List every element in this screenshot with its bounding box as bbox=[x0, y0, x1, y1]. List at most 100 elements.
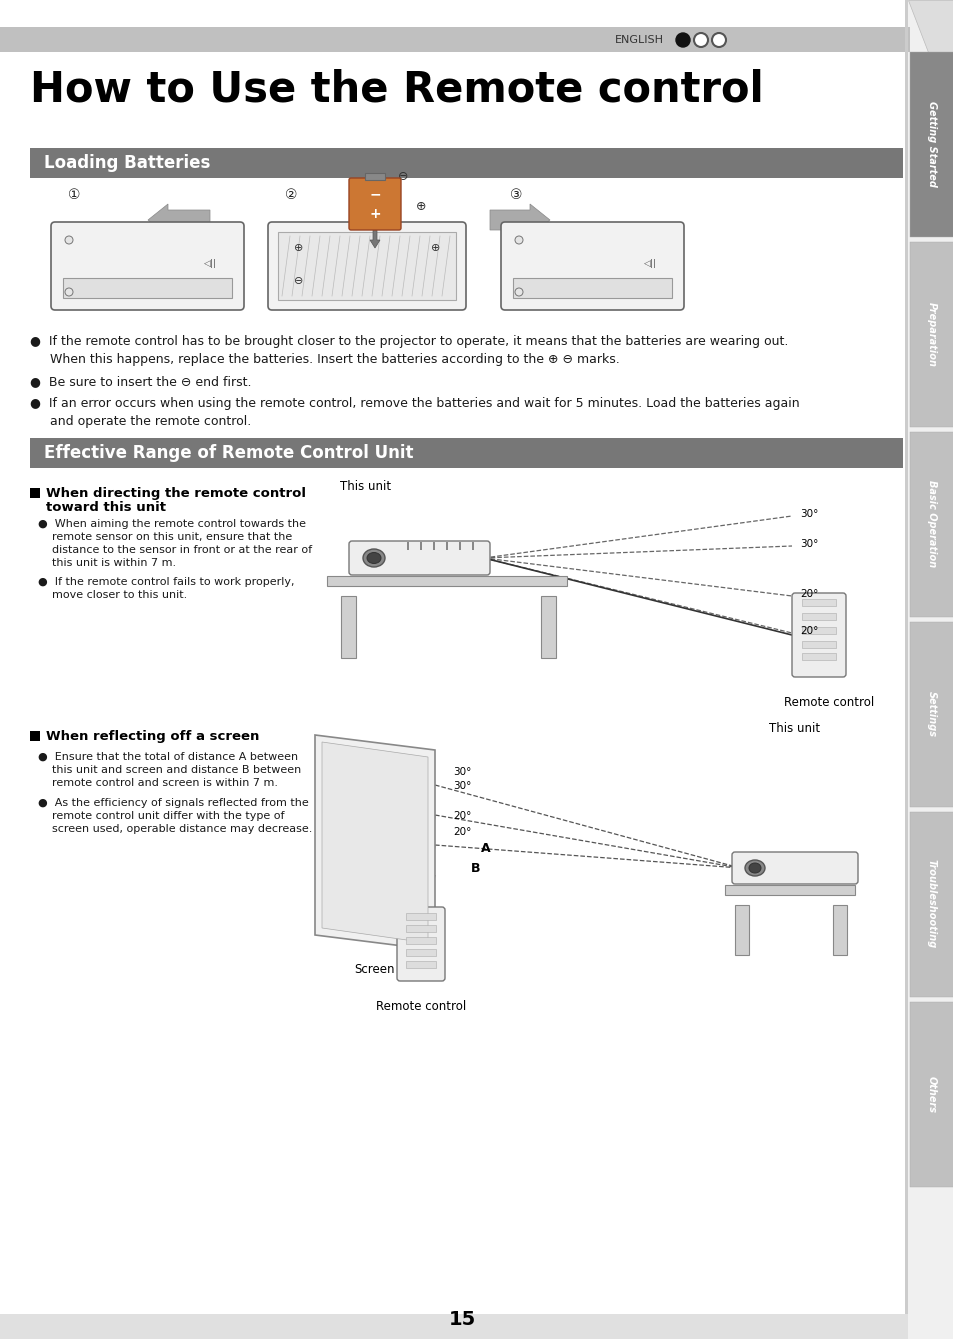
Line: 2 pts: 2 pts bbox=[421, 236, 430, 296]
Line: 2 pts: 2 pts bbox=[312, 236, 319, 296]
Circle shape bbox=[676, 33, 689, 47]
FancyBboxPatch shape bbox=[513, 279, 671, 299]
Point bbox=[424, 228, 436, 244]
Text: 30°: 30° bbox=[800, 540, 818, 549]
Point bbox=[316, 288, 328, 304]
Text: ②: ② bbox=[285, 187, 297, 202]
Text: ⊕: ⊕ bbox=[430, 242, 439, 253]
FancyBboxPatch shape bbox=[349, 541, 490, 574]
Bar bbox=[0, 1314, 907, 1339]
Text: screen used, operable distance may decrease.: screen used, operable distance may decre… bbox=[52, 823, 312, 834]
Bar bbox=[909, 432, 953, 617]
Bar bbox=[340, 596, 355, 657]
Text: Others: Others bbox=[926, 1075, 936, 1113]
Text: remote control and screen is within 7 m.: remote control and screen is within 7 m. bbox=[52, 778, 277, 787]
Point bbox=[286, 288, 297, 304]
Circle shape bbox=[711, 33, 725, 47]
Text: B: B bbox=[471, 861, 480, 874]
Point bbox=[344, 228, 355, 244]
Circle shape bbox=[65, 288, 73, 296]
Bar bbox=[724, 885, 854, 894]
Text: Troubleshooting: Troubleshooting bbox=[926, 860, 936, 948]
Line: 2 pts: 2 pts bbox=[352, 236, 359, 296]
Point bbox=[416, 288, 427, 304]
Ellipse shape bbox=[744, 860, 764, 876]
Bar bbox=[407, 542, 409, 550]
Text: ●  Be sure to insert the ⊖ end first.: ● Be sure to insert the ⊖ end first. bbox=[30, 375, 252, 388]
Point bbox=[375, 288, 387, 304]
Bar bbox=[406, 925, 436, 932]
Text: +: + bbox=[369, 208, 380, 221]
Bar bbox=[801, 653, 835, 660]
Circle shape bbox=[693, 33, 707, 47]
Point bbox=[434, 228, 445, 244]
Point bbox=[304, 228, 315, 244]
Circle shape bbox=[515, 236, 522, 244]
Line: 2 pts: 2 pts bbox=[322, 236, 330, 296]
Text: ●  Ensure that the total of distance A between: ● Ensure that the total of distance A be… bbox=[38, 753, 297, 762]
Circle shape bbox=[65, 236, 73, 244]
Text: this unit is within 7 m.: this unit is within 7 m. bbox=[52, 558, 176, 568]
Point bbox=[366, 288, 377, 304]
Text: ●  When aiming the remote control towards the: ● When aiming the remote control towards… bbox=[38, 520, 306, 529]
Point bbox=[335, 288, 347, 304]
Ellipse shape bbox=[748, 864, 760, 873]
Text: 20°: 20° bbox=[453, 828, 471, 837]
Point bbox=[444, 228, 456, 244]
Text: ⊖: ⊖ bbox=[397, 170, 408, 182]
Text: ●  If the remote control has to be brought closer to the projector to operate, i: ● If the remote control has to be brough… bbox=[30, 335, 787, 348]
Text: This unit: This unit bbox=[339, 479, 391, 493]
Bar bbox=[801, 641, 835, 648]
Text: this unit and screen and distance B between: this unit and screen and distance B betw… bbox=[52, 765, 301, 775]
Text: ENGLISH: ENGLISH bbox=[615, 35, 663, 46]
Text: and operate the remote control.: and operate the remote control. bbox=[42, 415, 251, 428]
Point bbox=[334, 228, 345, 244]
Text: ⊕: ⊕ bbox=[294, 242, 303, 253]
FancyBboxPatch shape bbox=[63, 279, 232, 299]
Text: 15: 15 bbox=[448, 1310, 476, 1330]
Polygon shape bbox=[907, 0, 953, 52]
FancyBboxPatch shape bbox=[277, 232, 456, 300]
Text: When this happens, replace the batteries. Insert the batteries according to the : When this happens, replace the batteries… bbox=[42, 353, 619, 366]
Bar bbox=[30, 487, 40, 498]
Text: ●  If an error occurs when using the remote control, remove the batteries and wa: ● If an error occurs when using the remo… bbox=[30, 396, 799, 410]
Text: Loading Batteries: Loading Batteries bbox=[44, 154, 211, 171]
Bar bbox=[406, 937, 436, 944]
Text: When reflecting off a screen: When reflecting off a screen bbox=[46, 730, 259, 743]
Line: 2 pts: 2 pts bbox=[372, 236, 379, 296]
Point bbox=[355, 288, 367, 304]
Bar bbox=[472, 542, 474, 550]
FancyBboxPatch shape bbox=[365, 173, 385, 179]
Bar bbox=[433, 542, 435, 550]
FancyArrow shape bbox=[148, 204, 210, 236]
Point bbox=[404, 228, 416, 244]
Text: Preparation: Preparation bbox=[926, 301, 936, 367]
Text: remote control unit differ with the type of: remote control unit differ with the type… bbox=[52, 811, 284, 821]
Bar bbox=[907, 0, 953, 1339]
Point bbox=[314, 228, 325, 244]
Text: 20°: 20° bbox=[453, 811, 471, 821]
Bar bbox=[909, 242, 953, 427]
Line: 2 pts: 2 pts bbox=[401, 236, 410, 296]
Point bbox=[414, 228, 425, 244]
Text: Getting Started: Getting Started bbox=[926, 100, 936, 187]
Bar bbox=[832, 905, 846, 955]
FancyBboxPatch shape bbox=[731, 852, 857, 884]
Line: 2 pts: 2 pts bbox=[282, 236, 290, 296]
Text: ●  If the remote control fails to work properly,: ● If the remote control fails to work pr… bbox=[38, 577, 294, 586]
Bar bbox=[0, 27, 909, 52]
Text: A: A bbox=[480, 841, 490, 854]
Bar bbox=[30, 731, 40, 740]
Text: ●  As the efficiency of signals reflected from the: ● As the efficiency of signals reflected… bbox=[38, 798, 309, 807]
Bar bbox=[909, 623, 953, 807]
Text: Remote control: Remote control bbox=[375, 1000, 466, 1014]
Text: remote sensor on this unit, ensure that the: remote sensor on this unit, ensure that … bbox=[52, 532, 292, 542]
Line: 2 pts: 2 pts bbox=[302, 236, 310, 296]
Text: ⊕: ⊕ bbox=[416, 200, 426, 213]
Line: 2 pts: 2 pts bbox=[332, 236, 339, 296]
Text: 20°: 20° bbox=[800, 627, 818, 636]
Bar bbox=[406, 913, 436, 920]
Line: 2 pts: 2 pts bbox=[441, 236, 450, 296]
Bar bbox=[458, 542, 460, 550]
Ellipse shape bbox=[367, 553, 380, 564]
